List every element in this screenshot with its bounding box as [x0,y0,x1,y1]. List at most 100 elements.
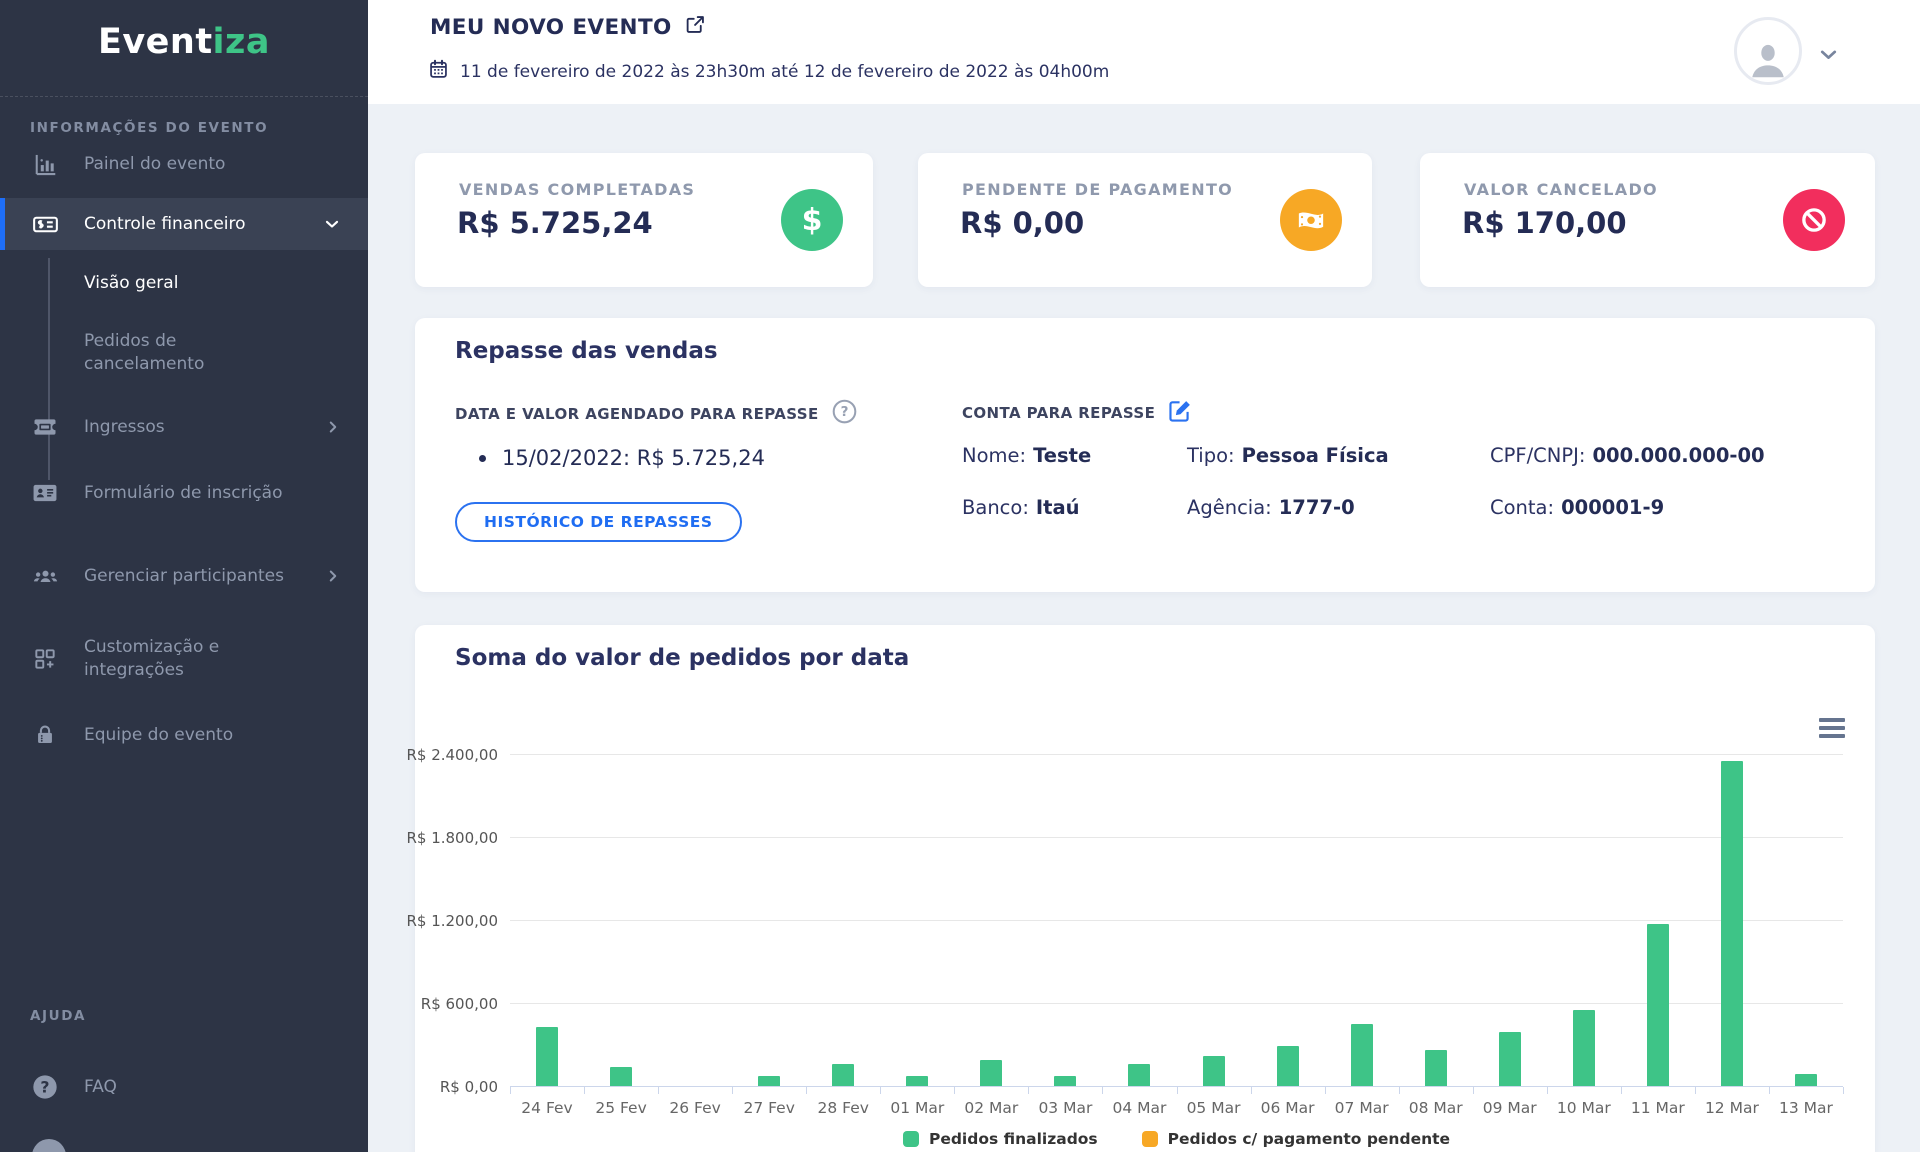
chart-bar[interactable] [1425,1050,1447,1086]
help-icon[interactable]: ? [831,398,858,429]
brand-logo[interactable]: Eventiza [0,22,368,62]
field-value: 000.000.000-00 [1592,444,1764,467]
x-axis-label: 10 Mar [1547,1099,1621,1117]
legend-swatch-icon [903,1131,919,1147]
stat-card-valor-cancelado: VALOR CANCELADO R$ 170,00 [1420,153,1875,287]
sidebar-item-painel-do-evento[interactable]: Painel do evento [0,140,368,188]
x-axis-label: 26 Fev [658,1099,732,1117]
chart-bar[interactable] [1351,1024,1373,1086]
field-label: Agência: [1187,496,1272,519]
stat-value: R$ 170,00 [1462,206,1627,240]
account-field-banco: Banco:Itaú [962,496,1080,519]
dollar-glyph: $ [802,203,823,238]
chart-plot-area: R$ 0,00R$ 600,00R$ 1.200,00R$ 1.800,00R$… [510,755,1843,1087]
event-date-row: 11 de fevereiro de 2022 às 23h30m até 12… [428,58,1109,85]
chart-bar[interactable] [536,1027,558,1086]
x-axis-tick [1621,1087,1622,1094]
gridline [510,837,1843,838]
sidebar-item-customizacao-e-integracoes[interactable]: Customização e integrações [0,628,368,690]
x-axis-tick [1695,1087,1696,1094]
partial-bottom-item-icon[interactable] [32,1139,66,1152]
chart-bar[interactable] [1721,761,1743,1086]
x-axis-label: 25 Fev [584,1099,658,1117]
x-axis-tick [880,1087,881,1094]
sidebar-item-label: Customização e integrações [84,636,299,682]
x-axis-label: 01 Mar [880,1099,954,1117]
stat-label: PENDENTE DE PAGAMENTO [962,180,1233,199]
users-icon [29,562,61,591]
field-value: Teste [1033,444,1091,467]
brand-accent: iza [213,22,271,62]
sidebar-item-formulario-de-inscricao[interactable]: Formulário de inscrição [0,462,368,524]
legend-swatch-icon [1142,1131,1158,1147]
chart-bar[interactable] [758,1076,780,1086]
sidebar-section-info: INFORMAÇÕES DO EVENTO [30,120,268,136]
sidebar-item-gerenciar-participantes[interactable]: Gerenciar participantes [0,545,368,607]
x-axis-tick [1769,1087,1770,1094]
legend-item[interactable]: Pedidos c/ pagamento pendente [1142,1130,1450,1148]
field-label: CPF/CNPJ: [1490,444,1585,467]
x-axis-tick [658,1087,659,1094]
sidebar-subitem-visao-geral[interactable]: Visão geral [84,272,178,295]
brand-primary: Event [98,22,213,62]
x-axis-tick [1473,1087,1474,1094]
legend-item[interactable]: Pedidos finalizados [903,1130,1098,1148]
stat-value: R$ 0,00 [960,206,1084,240]
x-axis-tick [584,1087,585,1094]
x-axis-tick [510,1087,511,1094]
chart-bar[interactable] [1277,1046,1299,1086]
chart-bar[interactable] [906,1076,928,1086]
chart-bar[interactable] [1054,1076,1076,1086]
sidebar-item-faq[interactable]: ? FAQ [0,1062,368,1112]
chart-bar[interactable] [1203,1056,1225,1086]
chart-bar[interactable] [1795,1074,1817,1086]
repasse-card: Repasse das vendas DATA E VALOR AGENDADO… [415,318,1875,592]
x-axis-tick [1399,1087,1400,1094]
chart-bar[interactable] [980,1060,1002,1086]
x-axis-label: 12 Mar [1695,1099,1769,1117]
bar-chart-icon [29,151,61,178]
field-label: Tipo: [1187,444,1235,467]
user-menu-chevron-icon[interactable] [1816,42,1841,71]
schedule-label: DATA E VALOR AGENDADO PARA REPASSE [455,405,819,423]
stat-label: VALOR CANCELADO [1464,180,1658,199]
chart-menu-icon[interactable] [1819,718,1845,742]
chart-bar[interactable] [1499,1032,1521,1086]
sidebar-item-label: Equipe do evento [84,724,233,747]
chart-bar[interactable] [832,1064,854,1086]
x-axis-label: 09 Mar [1473,1099,1547,1117]
id-card-icon [29,479,61,507]
account-field-cpf-cnpj: CPF/CNPJ: 000.000.000-00 [1490,444,1765,467]
sidebar-item-controle-financeiro[interactable]: Controle financeiro [0,198,368,250]
sidebar-subitem-pedidos-de-cancelamento[interactable]: Pedidos de cancelamento [84,330,299,376]
chart-bar[interactable] [610,1067,632,1086]
person-icon [1745,36,1791,82]
stat-card-vendas-completadas: VENDAS COMPLETADAS R$ 5.725,24 $ [415,153,873,287]
dollar-circle-icon: $ [781,189,843,251]
edit-icon[interactable] [1167,398,1193,428]
sidebar-item-label: Painel do evento [84,153,225,176]
sidebar-item-equipe-do-evento[interactable]: Equipe do evento [0,710,368,760]
svg-text:?: ? [840,404,848,420]
x-axis-tick [954,1087,955,1094]
app-root: Eventiza INFORMAÇÕES DO EVENTO Painel do… [0,0,1920,1152]
sidebar-item-label: Ingressos [84,416,165,439]
external-link-icon[interactable] [685,14,706,41]
history-repasses-button[interactable]: HISTÓRICO DE REPASSES [455,502,742,542]
field-value: 1777-0 [1279,496,1355,519]
field-label: Banco: [962,496,1029,519]
stat-label: VENDAS COMPLETADAS [459,180,695,199]
banknote-icon [1280,189,1342,251]
chart-bar[interactable] [1647,924,1669,1086]
ticket-icon [29,413,61,441]
x-axis-label: 08 Mar [1399,1099,1473,1117]
page-title: MEU NOVO EVENTO [430,15,672,40]
chevron-down-icon [322,214,342,234]
chart-bar[interactable] [1128,1064,1150,1086]
avatar[interactable] [1734,17,1802,85]
x-axis-label: 07 Mar [1325,1099,1399,1117]
chart-bar[interactable] [1573,1010,1595,1086]
field-value: 000001-9 [1561,496,1664,519]
account-field-nome: Nome:Teste [962,444,1091,467]
sidebar-item-ingressos[interactable]: Ingressos [0,402,368,452]
